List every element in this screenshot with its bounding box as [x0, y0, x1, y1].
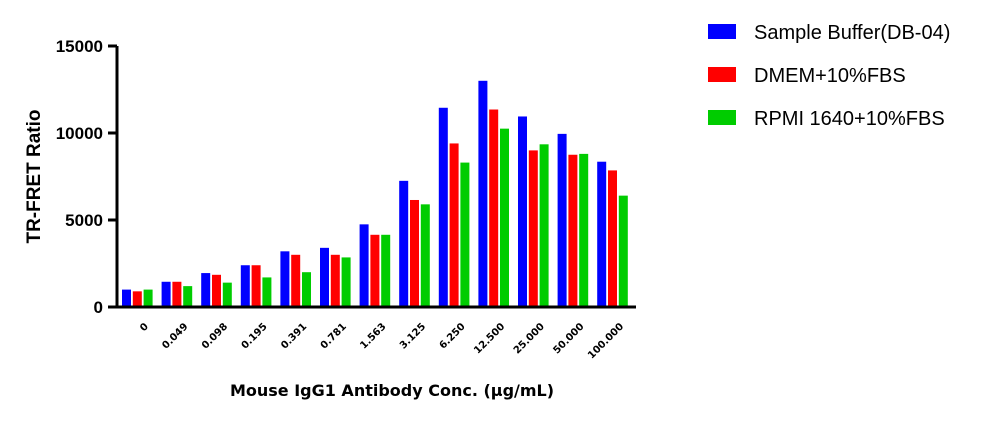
x-axis-title: Mouse IgG1 Antibody Conc. (μg/mL): [230, 381, 554, 400]
x-tick-label-25-000: 25.000: [512, 321, 547, 356]
bar-sample-buffer-db-04-25-000: [518, 116, 527, 307]
bar-dmem-10-fbs-12-500: [489, 109, 499, 307]
bars-group: [122, 80, 628, 308]
bar-rpmi-1640-10-fbs-0-098: [222, 282, 232, 307]
y-tick-label-15000: 15000: [56, 37, 103, 56]
x-tick-label-0-049: 0.049: [160, 321, 190, 351]
axes-group: [115, 46, 636, 309]
bar-rpmi-1640-10-fbs-0-391: [302, 272, 311, 307]
x-tick-label-3-125: 3.125: [398, 321, 428, 351]
bar-dmem-10-fbs-0-391: [291, 254, 301, 307]
legend-label-sample-buffer-db-04: Sample Buffer(DB-04): [754, 22, 950, 44]
bar-sample-buffer-db-04-6-250: [438, 107, 448, 308]
legend-label-dmem-10-fbs: DMEM+10%FBS: [754, 65, 906, 87]
bar-sample-buffer-db-04-0-098: [201, 273, 211, 307]
bar-rpmi-1640-10-fbs-0-781: [341, 257, 351, 307]
bar-rpmi-1640-10-fbs-100-000: [618, 195, 628, 307]
x-tick-label-0: 0: [138, 321, 151, 334]
bar-dmem-10-fbs-1-563: [370, 234, 380, 307]
bar-rpmi-1640-10-fbs-6-250: [460, 162, 470, 307]
x-tick-label-0-391: 0.391: [279, 321, 309, 351]
bar-sample-buffer-db-04-0-195: [240, 265, 250, 307]
y-tick-label-5000: 5000: [65, 211, 103, 230]
bar-dmem-10-fbs-50-000: [568, 154, 578, 307]
y-tick-label-0: 0: [94, 298, 103, 317]
bar-dmem-10-fbs-0-195: [251, 265, 261, 307]
bar-rpmi-1640-10-fbs-25-000: [539, 144, 549, 307]
legend: Sample Buffer(DB-04) DMEM+10%FBS RPMI 1640…: [708, 22, 950, 130]
x-tick-label-50-000: 50.000: [551, 321, 586, 356]
bar-rpmi-1640-10-fbs-0: [143, 289, 153, 307]
x-tick-label-0-195: 0.195: [240, 321, 270, 351]
y-axis-title: TR-FRET Ratio: [24, 109, 45, 243]
bar-rpmi-1640-10-fbs-12-500: [500, 128, 509, 307]
bar-rpmi-1640-10-fbs-50-000: [579, 153, 589, 307]
x-ticks-group: 0 0.049 0.098 0.195 0.391 0.781 1.563 3.125 6.25…: [138, 321, 626, 361]
bar-dmem-10-fbs-0-049: [172, 281, 182, 307]
bar-sample-buffer-db-04-100-000: [597, 161, 607, 307]
bar-rpmi-1640-10-fbs-1-563: [381, 234, 391, 307]
bar-sample-buffer-db-04-50-000: [557, 133, 567, 307]
bar-dmem-10-fbs-25-000: [528, 150, 538, 307]
bar-sample-buffer-db-04-0-049: [161, 281, 171, 307]
x-tick-label-1-563: 1.563: [358, 321, 388, 351]
legend-swatch-dmem-10-fbs: [708, 67, 736, 82]
bar-rpmi-1640-10-fbs-0-195: [262, 277, 272, 307]
y-ticks-group: 0 5000 10000 15000: [56, 37, 117, 317]
legend-label-rpmi-1640-10-fbs: RPMI 1640+10%FBS: [754, 108, 945, 130]
bar-dmem-10-fbs-100-000: [608, 170, 617, 307]
x-tick-label-100-000: 100.000: [586, 321, 626, 361]
bar-dmem-10-fbs-0: [132, 291, 142, 307]
bar-dmem-10-fbs-0-781: [330, 254, 340, 307]
y-tick-label-10000: 10000: [56, 124, 103, 143]
bar-sample-buffer-db-04-3-125: [399, 180, 409, 307]
bar-dmem-10-fbs-6-250: [449, 143, 459, 307]
x-tick-label-0-781: 0.781: [319, 321, 349, 351]
bar-sample-buffer-db-04-12-500: [478, 80, 488, 307]
x-tick-label-6-250: 6.250: [438, 321, 468, 351]
legend-swatch-rpmi-1640-10-fbs: [708, 110, 736, 125]
bar-rpmi-1640-10-fbs-3-125: [420, 204, 430, 307]
bar-sample-buffer-db-04-0-391: [280, 251, 290, 307]
legend-swatch-sample-buffer-db-04: [708, 24, 736, 39]
bar-dmem-10-fbs-3-125: [410, 199, 419, 307]
bar-dmem-10-fbs-0-098: [212, 274, 221, 307]
bar-rpmi-1640-10-fbs-0-049: [183, 286, 193, 307]
bar-sample-buffer-db-04-0: [122, 289, 131, 307]
bar-sample-buffer-db-04-1-563: [359, 224, 369, 307]
x-tick-label-0-098: 0.098: [200, 321, 230, 351]
x-tick-label-12-500: 12.500: [472, 321, 507, 356]
bar-sample-buffer-db-04-0-781: [320, 247, 329, 307]
